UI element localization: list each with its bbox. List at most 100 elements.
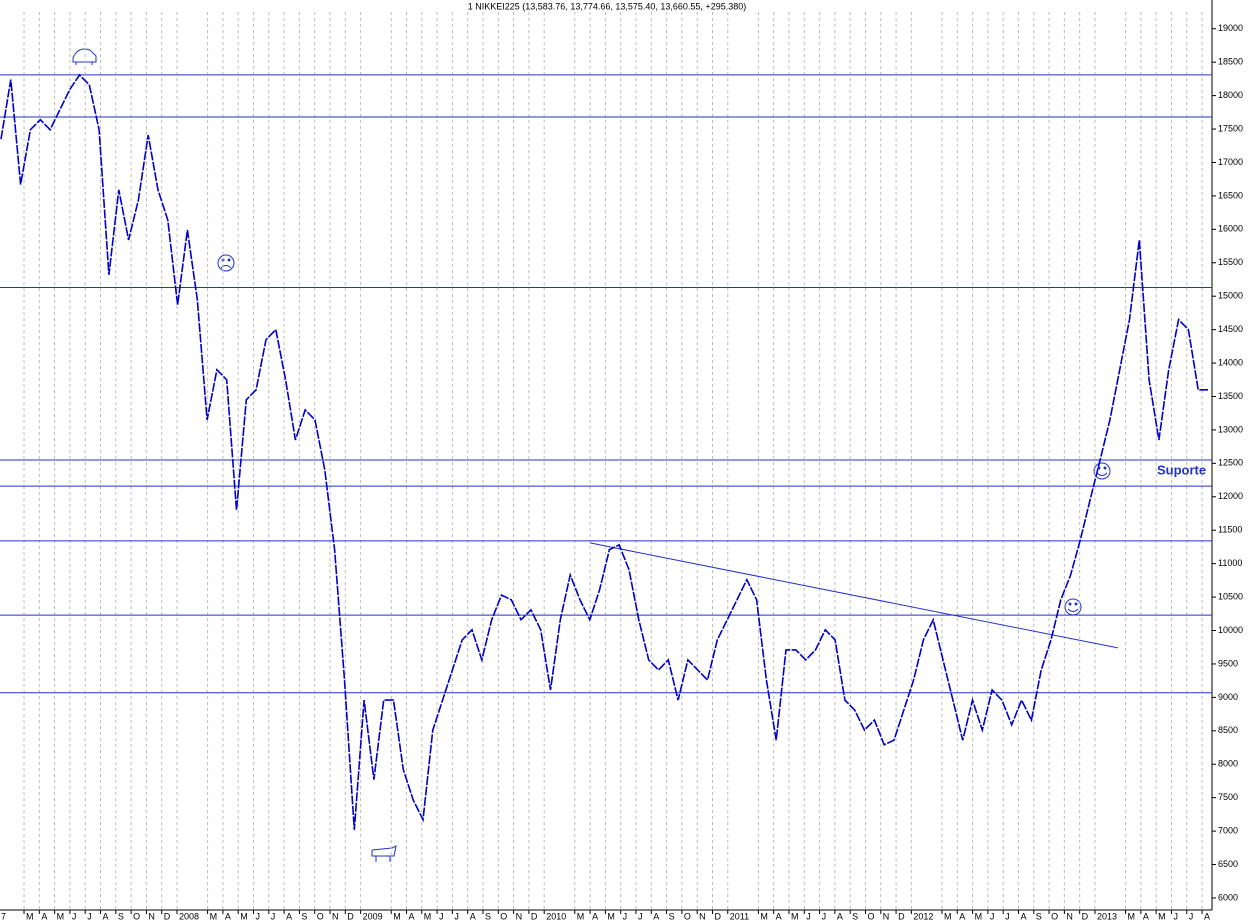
price-line bbox=[0, 73, 1208, 830]
x-tick-label: N bbox=[883, 911, 890, 921]
x-tick-label: O bbox=[500, 911, 507, 921]
x-tick-label: N bbox=[699, 911, 706, 921]
x-tick-label: J bbox=[72, 911, 77, 921]
y-tick-label: 8500 bbox=[1218, 725, 1238, 735]
x-tick-label: M bbox=[607, 911, 615, 921]
y-tick-label: 9500 bbox=[1218, 658, 1238, 668]
x-tick-label: O bbox=[317, 911, 324, 921]
x-tick-label: J bbox=[990, 911, 995, 921]
mouth bbox=[1096, 472, 1108, 476]
x-tick-label: A bbox=[225, 911, 231, 921]
x-tick-label: A bbox=[41, 911, 47, 921]
x-tick-label: S bbox=[1036, 911, 1042, 921]
y-tick-label: 18000 bbox=[1218, 90, 1243, 100]
y-tick-label: 14500 bbox=[1218, 324, 1243, 334]
y-tick-label: 18500 bbox=[1218, 57, 1243, 67]
x-tick-label: M bbox=[393, 911, 401, 921]
x-tick-label: M bbox=[760, 911, 768, 921]
x-tick-label: 2011 bbox=[730, 911, 749, 921]
mouth bbox=[220, 265, 232, 269]
eye bbox=[1068, 602, 1072, 606]
y-tick-label: 13500 bbox=[1218, 391, 1243, 401]
x-tick-label: A bbox=[1143, 911, 1149, 921]
y-tick-label: 11000 bbox=[1218, 558, 1242, 568]
x-tick-label: M bbox=[1158, 911, 1166, 921]
x-tick-label: N bbox=[148, 911, 155, 921]
x-tick-label: J bbox=[1189, 911, 1194, 921]
eye bbox=[1074, 602, 1078, 606]
x-tick-label: A bbox=[470, 911, 476, 921]
x-tick-label: M bbox=[240, 911, 248, 921]
y-tick-label: 6000 bbox=[1218, 892, 1238, 902]
x-tick-label: 2013 bbox=[1097, 911, 1117, 921]
x-tick-label: J bbox=[638, 911, 643, 921]
x-tick-label: S bbox=[852, 911, 858, 921]
sad-face bbox=[217, 254, 235, 272]
x-tick-label: A bbox=[653, 911, 659, 921]
x-tick-label: J bbox=[439, 911, 444, 921]
x-tick-label: J bbox=[454, 911, 459, 921]
y-tick-label: 17500 bbox=[1218, 123, 1243, 133]
x-tick-label: D bbox=[898, 911, 905, 921]
x-tick-label: M bbox=[424, 911, 432, 921]
y-tick-label: 7500 bbox=[1218, 792, 1238, 802]
x-tick-label: D bbox=[1082, 911, 1089, 921]
x-tick-label: 2008 bbox=[179, 911, 199, 921]
y-tick-label: 6500 bbox=[1218, 859, 1238, 869]
y-tick-label: 15500 bbox=[1218, 257, 1243, 267]
bear-icon bbox=[72, 48, 97, 65]
x-tick-label: A bbox=[1204, 911, 1210, 921]
x-tick-label: M bbox=[944, 911, 952, 921]
x-tick-label: D bbox=[714, 911, 721, 921]
x-tick-label: O bbox=[684, 911, 691, 921]
y-tick-label: 12000 bbox=[1218, 491, 1243, 501]
x-tick-label: M bbox=[210, 911, 218, 921]
x-tick-label: N bbox=[1066, 911, 1073, 921]
x-tick-label: O bbox=[133, 911, 140, 921]
y-tick-label: 11500 bbox=[1218, 525, 1242, 535]
x-tick-label: M bbox=[577, 911, 585, 921]
mouth bbox=[1067, 608, 1079, 612]
x-tick-label: A bbox=[286, 911, 292, 921]
x-tick-label: M bbox=[1128, 911, 1136, 921]
y-tick-label: 17000 bbox=[1218, 157, 1243, 167]
x-tick-label: A bbox=[408, 911, 414, 921]
x-tick-label: S bbox=[669, 911, 675, 921]
x-tick-label: J bbox=[806, 911, 811, 921]
y-tick-label: 9000 bbox=[1218, 692, 1238, 702]
icons bbox=[72, 48, 1111, 862]
y-tick-label: 16000 bbox=[1218, 224, 1243, 234]
x-tick-label: D bbox=[531, 911, 538, 921]
smile-face bbox=[1064, 598, 1082, 616]
x-tick-label: N bbox=[516, 911, 523, 921]
x-tick-label: D bbox=[347, 911, 354, 921]
y-tick-label: 15000 bbox=[1218, 291, 1243, 301]
y-tick-label: 7000 bbox=[1218, 825, 1238, 835]
x-tick-label: A bbox=[959, 911, 965, 921]
x-tick-label: S bbox=[118, 911, 124, 921]
x-tick-label: A bbox=[103, 911, 109, 921]
smile-face bbox=[1093, 462, 1111, 480]
bull-icon bbox=[371, 845, 397, 862]
x-tick-label: D bbox=[164, 911, 171, 921]
y-tick-label: 19000 bbox=[1218, 23, 1243, 33]
x-tick-label: A bbox=[776, 911, 782, 921]
x-tick-label: S bbox=[301, 911, 307, 921]
x-tick-label: M bbox=[26, 911, 34, 921]
x-tick-label: 2009 bbox=[363, 911, 383, 921]
x-tick-label: J bbox=[822, 911, 827, 921]
x-tick-label: O bbox=[1051, 911, 1058, 921]
y-tick-label: 10000 bbox=[1218, 625, 1243, 635]
y-tick-label: 8000 bbox=[1218, 759, 1238, 769]
x-tick-label: M bbox=[975, 911, 983, 921]
x-tick-label: A bbox=[592, 911, 598, 921]
eye bbox=[227, 258, 231, 262]
y-tick-label: 16500 bbox=[1218, 190, 1243, 200]
x-tick-label: N bbox=[332, 911, 339, 921]
chart-title: 1 NIKKEI225 (13,583.76, 13,774.66, 13,57… bbox=[468, 1, 746, 11]
x-tick-label: J bbox=[1005, 911, 1010, 921]
x-tick-label: 2010 bbox=[546, 911, 566, 921]
x-tick-label: J bbox=[623, 911, 628, 921]
x-tick-label: M bbox=[791, 911, 799, 921]
